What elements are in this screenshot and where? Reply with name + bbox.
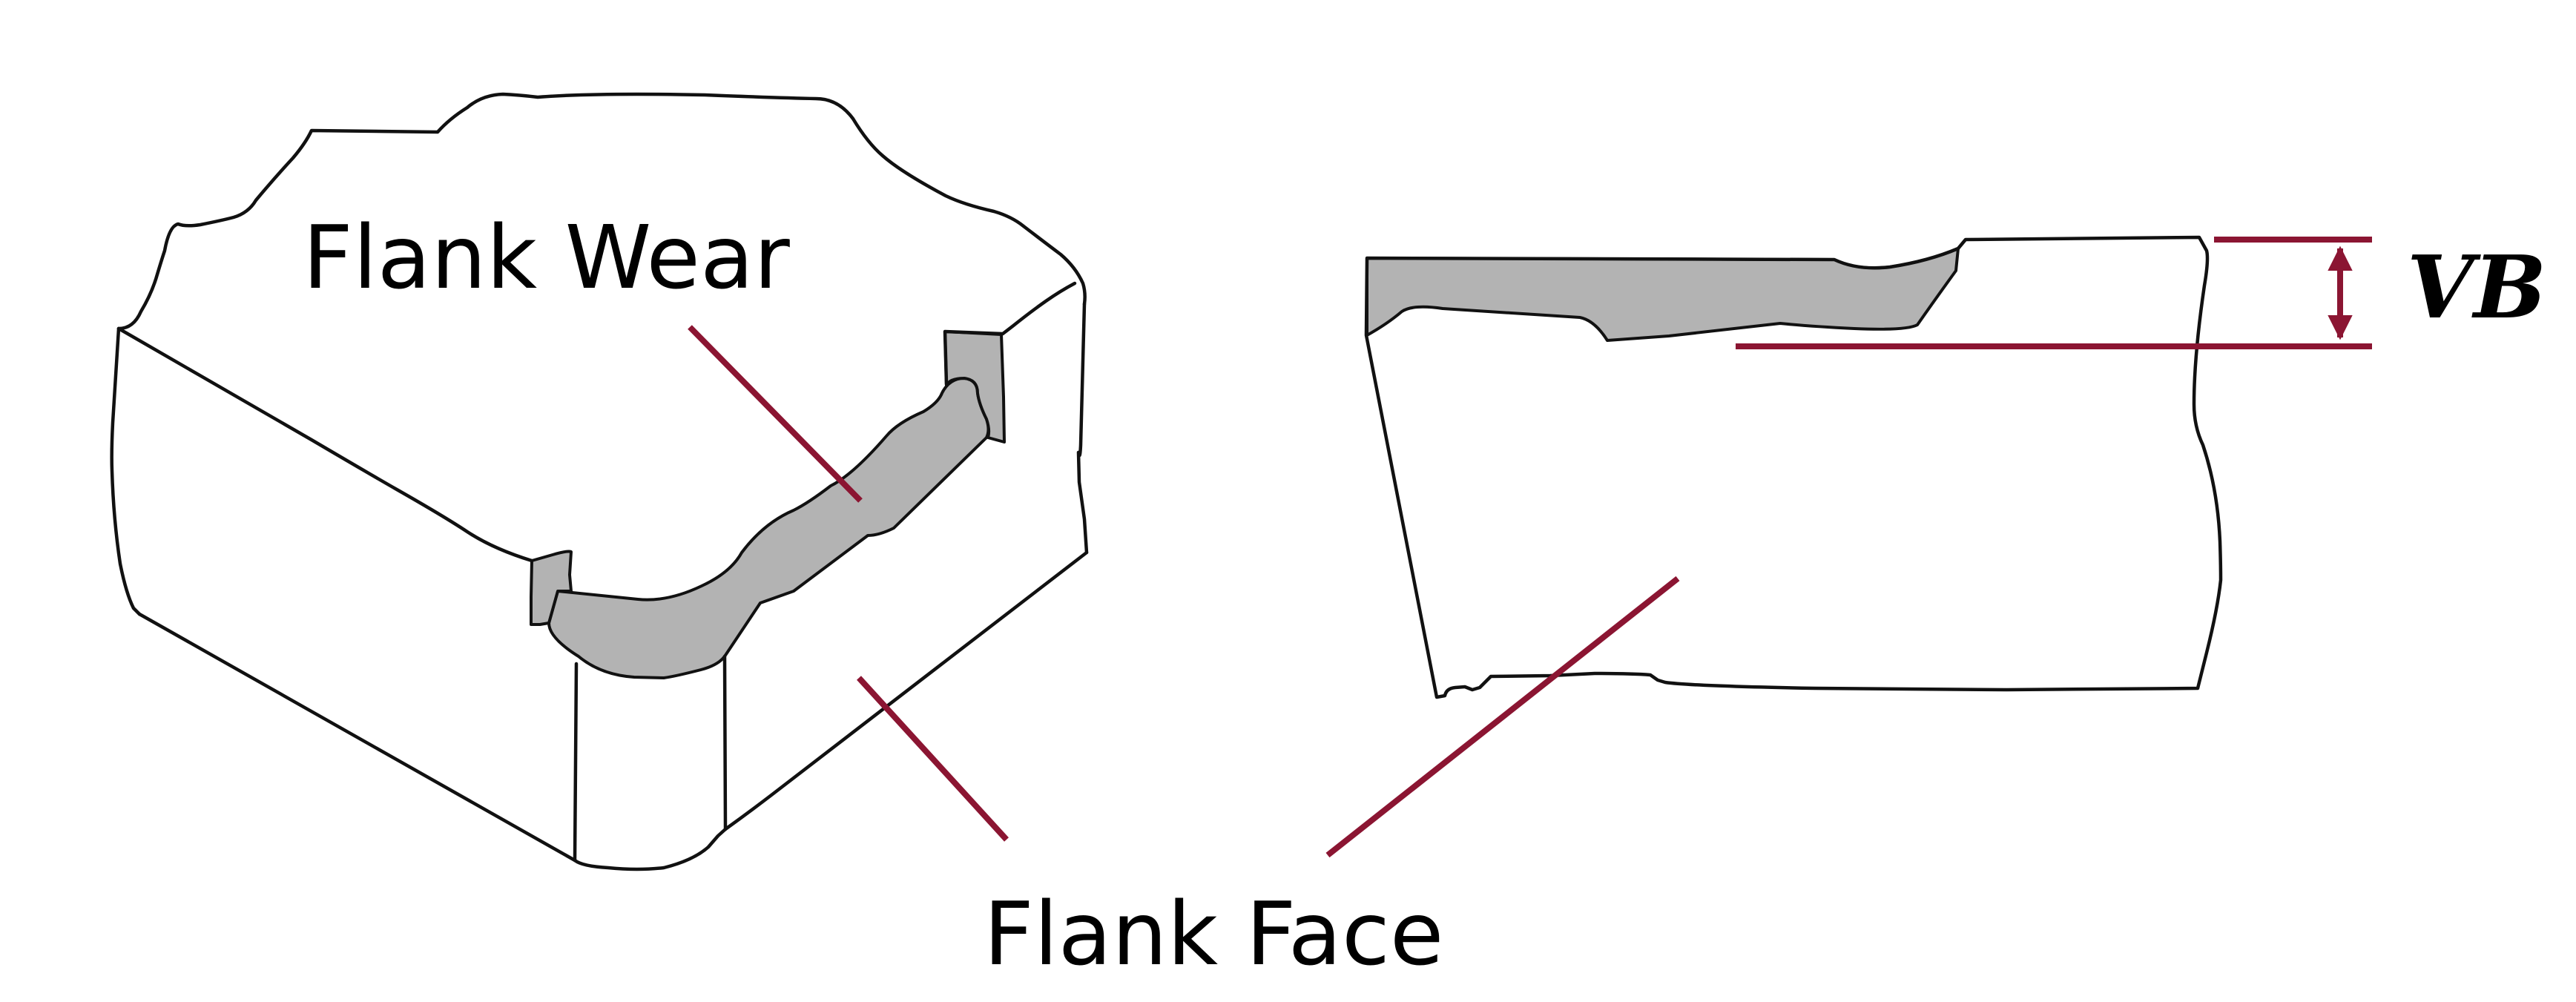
flank-wear-leader bbox=[688, 325, 863, 503]
bottom-left-edge bbox=[137, 612, 577, 863]
upper-left-cutting-edge bbox=[116, 326, 534, 563]
nose-left-vertical bbox=[573, 662, 579, 863]
side-view-tool bbox=[1364, 235, 2223, 699]
left-vertical-edge bbox=[110, 326, 142, 616]
side-view-outline bbox=[1364, 235, 2223, 699]
vb-label: VB bbox=[2407, 237, 2547, 338]
wear-notch-right bbox=[943, 330, 1006, 444]
bottom-right-edge bbox=[723, 550, 1089, 831]
wear-notch-left bbox=[530, 550, 573, 626]
wear-land-isometric bbox=[547, 377, 990, 679]
notch-right-outline bbox=[943, 281, 1077, 386]
wear-land-side-view bbox=[1366, 247, 1960, 342]
rake-face-outline bbox=[116, 92, 1087, 331]
nose-bottom-edge bbox=[573, 827, 728, 871]
isometric-tool-insert bbox=[110, 92, 1089, 871]
flank-face-leader-right bbox=[1325, 576, 1680, 858]
right-face-edge bbox=[1076, 302, 1089, 555]
annotation-lines bbox=[688, 237, 2372, 858]
flank-wear-label: Flank Wear bbox=[303, 206, 790, 309]
flank-face-leader-left bbox=[857, 676, 1009, 842]
flank-face-label: Flank Face bbox=[984, 883, 1444, 985]
